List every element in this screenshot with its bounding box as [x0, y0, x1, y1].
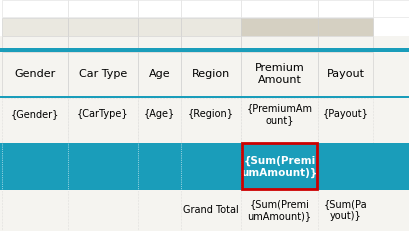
Bar	[138, 98, 181, 143]
Bar	[181, 98, 241, 143]
Text: {Age}: {Age}	[144, 109, 175, 119]
Bar	[373, 0, 409, 17]
Text: {PremiumAm
ount}: {PremiumAm ount}	[247, 103, 312, 125]
Bar	[2, 98, 68, 143]
Bar	[181, 52, 241, 96]
Bar	[2, 18, 68, 36]
Bar	[0, 143, 409, 190]
Text: {Region}: {Region}	[188, 109, 234, 119]
Bar	[181, 0, 241, 17]
Bar	[138, 36, 181, 48]
Text: Region: Region	[192, 69, 230, 79]
Bar	[318, 36, 373, 48]
Bar	[68, 0, 138, 17]
Bar	[138, 18, 181, 36]
Bar	[0, 48, 409, 52]
Bar	[318, 52, 373, 96]
Bar	[68, 36, 138, 48]
Text: {Sum(Pa
yout)}: {Sum(Pa yout)}	[324, 199, 367, 221]
Bar	[181, 18, 241, 36]
Bar	[2, 52, 68, 96]
Text: {Payout}: {Payout}	[323, 109, 369, 119]
Bar	[68, 98, 138, 143]
Bar	[241, 18, 318, 36]
Bar	[68, 52, 138, 96]
Text: Premium
Amount: Premium Amount	[255, 63, 304, 85]
Bar	[0, 52, 409, 96]
Text: Grand Total: Grand Total	[183, 205, 239, 215]
Bar	[241, 0, 318, 17]
Bar	[318, 18, 373, 36]
Bar	[0, 36, 409, 48]
Bar	[318, 0, 373, 17]
Text: {Gender}: {Gender}	[11, 109, 59, 119]
Bar	[241, 52, 318, 96]
Bar	[2, 0, 68, 17]
Bar	[0, 190, 409, 231]
Text: {Sum(Premi
umAmount)}: {Sum(Premi umAmount)}	[241, 156, 318, 178]
Bar	[68, 18, 138, 36]
Bar	[2, 36, 68, 48]
Text: {CarType}: {CarType}	[77, 109, 129, 119]
Bar	[181, 36, 241, 48]
Bar	[0, 0, 409, 17]
Text: {Sum(Premi
umAmount)}: {Sum(Premi umAmount)}	[247, 199, 312, 221]
Bar	[242, 143, 317, 189]
Text: Payout: Payout	[326, 69, 364, 79]
Text: Gender: Gender	[14, 69, 56, 79]
Bar	[138, 0, 181, 17]
Text: Age: Age	[149, 69, 170, 79]
Bar	[138, 52, 181, 96]
Bar	[241, 98, 318, 143]
Bar	[0, 98, 409, 143]
Text: Car Type: Car Type	[79, 69, 127, 79]
Bar	[318, 98, 373, 143]
Bar	[0, 96, 409, 98]
Bar	[241, 36, 318, 48]
